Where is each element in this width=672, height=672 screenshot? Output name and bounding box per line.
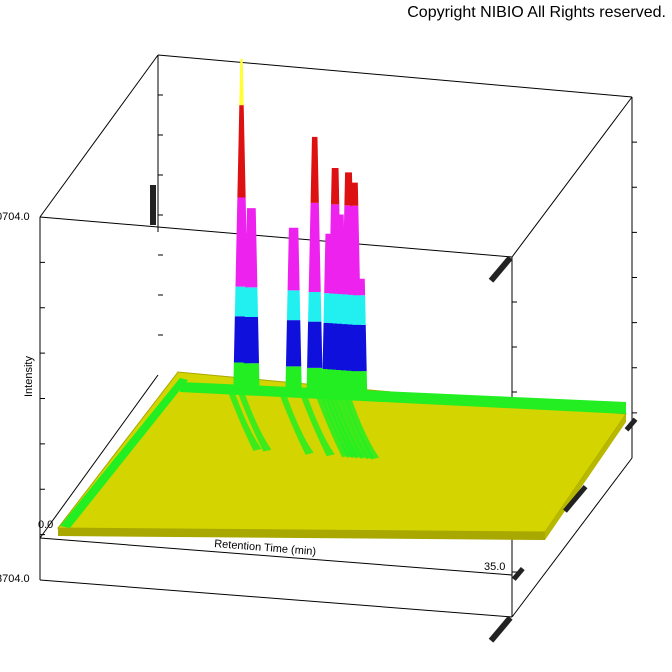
peak-foot [227, 388, 262, 451]
peak-segment [239, 58, 244, 106]
x-tick-start: 0.0 [38, 519, 53, 531]
peak-foot [279, 392, 314, 455]
z-tick-bottom: 3704.0 [0, 573, 30, 585]
peak-foot [300, 394, 335, 457]
peak-segment [350, 371, 368, 398]
x-tick-end: 35.0 [484, 561, 505, 573]
peak-segment [352, 295, 366, 325]
peak-segment [308, 291, 322, 322]
peak-segment [308, 202, 321, 292]
peak-segment [244, 287, 259, 318]
peak-segment [243, 317, 259, 364]
y-axis-label: Intensity [23, 356, 35, 397]
peak-segment [235, 197, 248, 287]
peak-segment [286, 290, 301, 321]
depth-axis-tags [150, 185, 638, 643]
peak-segment [351, 324, 367, 372]
x-axis-label: Retention Time (min) [214, 538, 317, 558]
peak-segment [285, 366, 302, 393]
peak-segment [234, 286, 249, 317]
peak-segment [287, 227, 300, 291]
peak-foot [345, 397, 380, 460]
plot-box-side [39, 54, 633, 618]
peak-segment [330, 168, 340, 205]
peak-segment [245, 208, 258, 288]
surface-front-edge [58, 528, 545, 540]
peak-segment [285, 320, 302, 367]
peak-segment [307, 321, 323, 368]
peak-segment [243, 363, 260, 390]
peak-foot [237, 389, 272, 452]
peak-segment [348, 205, 361, 295]
peak-series [227, 58, 380, 460]
peak-segment [350, 182, 359, 206]
peak-segment [353, 278, 366, 296]
surface-left-band [60, 378, 188, 528]
copyright-notice: Copyright NIBIO All Rights reserved. [407, 4, 666, 21]
peak-segment [237, 105, 246, 198]
peak-segment [310, 136, 319, 203]
peak-segment [306, 367, 323, 395]
